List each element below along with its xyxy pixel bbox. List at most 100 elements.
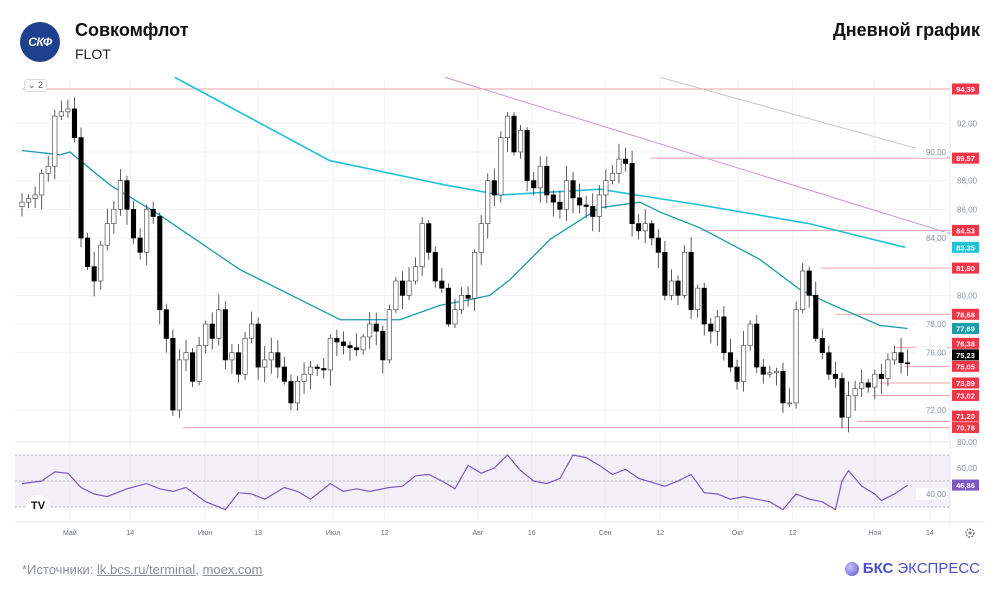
candle-body-up <box>58 111 64 117</box>
candle-body-down <box>550 194 556 203</box>
candle-body-down <box>780 371 786 404</box>
price-tick-label-bg <box>916 404 947 417</box>
candle-body-up <box>773 371 779 374</box>
ticker: FLOT <box>75 46 111 62</box>
candle-body-up <box>268 352 274 361</box>
candle-body-down <box>373 323 379 332</box>
candle-body-up <box>39 173 45 196</box>
source-link-bcs[interactable]: lk.bcs.ru/terminal <box>97 562 196 577</box>
candle <box>721 306 727 361</box>
level-price-badge: 73,89 <box>956 379 975 388</box>
sources-note: *Источники: lk.bcs.ru/terminal, moex.com <box>22 562 263 577</box>
candle <box>727 339 734 373</box>
candle-body-down <box>124 180 130 210</box>
candle <box>32 186 38 208</box>
candle-body-up <box>26 198 32 203</box>
candle-body-up <box>65 108 71 113</box>
candle-body-up <box>518 130 524 153</box>
candle <box>865 378 871 393</box>
company-logo: СКФ <box>20 22 60 62</box>
level-price-badge-bg <box>952 152 979 164</box>
candle-body-up <box>413 266 419 282</box>
price-chart[interactable]: Май 14 Июн 13 Июл 12 Авг 16 Сен 12 Окт 12 Ноя 14 92,00… <box>0 0 1000 550</box>
candle-body-up <box>537 165 543 189</box>
candle-body-up <box>786 402 793 405</box>
candle <box>275 340 281 379</box>
candle-body-up <box>104 223 110 246</box>
candle <box>130 200 137 244</box>
candle-body-down <box>255 323 261 368</box>
tradingview-logo[interactable]: TV <box>27 495 49 517</box>
candle-body-down <box>865 382 871 388</box>
candle <box>839 372 845 429</box>
candle <box>268 337 274 374</box>
candle <box>58 100 64 120</box>
candle <box>26 194 32 209</box>
candle <box>655 229 661 268</box>
brand-logo-icon <box>844 561 859 576</box>
price-tick-label: 76,00 <box>926 349 947 358</box>
candle <box>419 217 425 276</box>
candle <box>675 275 681 306</box>
candle-body-up <box>872 373 878 388</box>
candle-body-down <box>754 323 760 368</box>
settings-gear-icon[interactable] <box>965 528 975 538</box>
candle <box>898 337 904 374</box>
candle <box>308 360 314 390</box>
candle-body-down <box>321 368 327 371</box>
candle-body-up <box>386 309 392 361</box>
candle-body-up <box>419 223 425 268</box>
level-price-badge: 70,78 <box>956 424 975 433</box>
candle <box>144 204 150 266</box>
candle <box>190 348 196 388</box>
candle <box>386 304 392 364</box>
candle <box>852 380 858 411</box>
candle-body-down <box>557 201 563 210</box>
candle <box>137 228 143 260</box>
level-price-badge: 78,68 <box>956 310 975 319</box>
price-badge-bg <box>952 241 979 253</box>
collapse-indicators-button[interactable]: ⌄ 2 <box>24 79 48 92</box>
candle <box>622 147 629 172</box>
candle-body-up <box>642 223 648 232</box>
candle-body-up <box>859 382 865 389</box>
logo-text: СКФ <box>28 35 52 49</box>
candle <box>327 334 333 386</box>
candle-body-down <box>190 352 196 382</box>
candle <box>636 214 642 240</box>
candle <box>557 190 563 219</box>
company-name: Совкомфлот <box>75 20 189 40</box>
candle-body-down <box>340 341 346 346</box>
candle-body-down <box>721 316 727 354</box>
candle <box>426 219 432 260</box>
candle-body-up <box>301 373 307 382</box>
candle <box>537 156 543 203</box>
rsi-tick-label-bg <box>916 488 947 500</box>
candle-body-down <box>708 323 714 332</box>
moving-average-short <box>21 149 908 330</box>
candle <box>334 329 340 357</box>
price-tick-label-bg <box>916 231 947 244</box>
level-price-badge-bg <box>952 422 979 434</box>
level-price-badge: 94,39 <box>956 85 975 94</box>
candle-body-down <box>445 287 451 325</box>
candle-body-down <box>727 352 734 368</box>
candle-body-up <box>478 223 484 253</box>
candle <box>786 388 793 408</box>
candle <box>85 232 91 271</box>
candle-body-down <box>209 323 215 339</box>
candle <box>347 341 353 361</box>
candle-body-down <box>347 345 353 349</box>
candle-body-down <box>170 338 176 411</box>
candle <box>209 312 215 350</box>
candle-body-up <box>144 208 150 253</box>
candle-body-down <box>288 381 294 404</box>
candle <box>98 240 104 290</box>
candle-body-down <box>813 295 819 339</box>
candle <box>767 365 773 378</box>
candle <box>780 362 786 413</box>
source-link-moex[interactable]: moex.com <box>202 562 263 577</box>
candle <box>399 271 406 309</box>
candle <box>19 192 25 217</box>
candle <box>629 150 635 237</box>
